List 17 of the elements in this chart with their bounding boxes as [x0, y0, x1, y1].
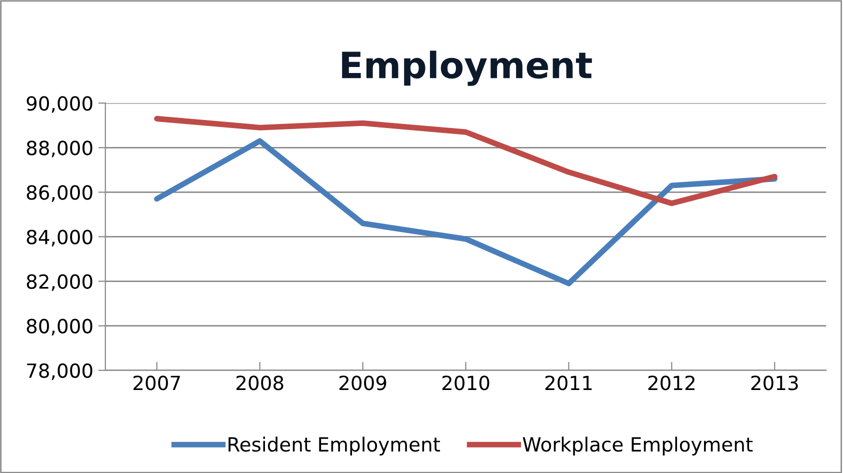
legend-label: Resident Employment [228, 436, 440, 456]
x-tick-label: 2013 [751, 376, 798, 390]
y-tick-label: 84,000 [26, 230, 92, 246]
x-tick-label: 2008 [236, 376, 284, 390]
chart-title: Employment [342, 50, 592, 86]
x-tick-label: 2010 [442, 376, 490, 390]
y-tick-label: 88,000 [26, 140, 92, 158]
x-tick-label: 2012 [648, 376, 694, 390]
y-tick-label: 80,000 [26, 318, 92, 336]
y-tick-label: 82,000 [26, 274, 92, 291]
x-tick-label: 2011 [545, 376, 592, 390]
x-tick-label: 2007 [134, 376, 180, 390]
y-tick-label: 78,000 [27, 363, 92, 380]
legend-label: Workplace Employment [522, 436, 753, 456]
y-tick-label: 90,000 [26, 96, 92, 113]
x-tick-label: 2009 [339, 376, 386, 390]
y-tick-label: 86,000 [26, 185, 92, 202]
